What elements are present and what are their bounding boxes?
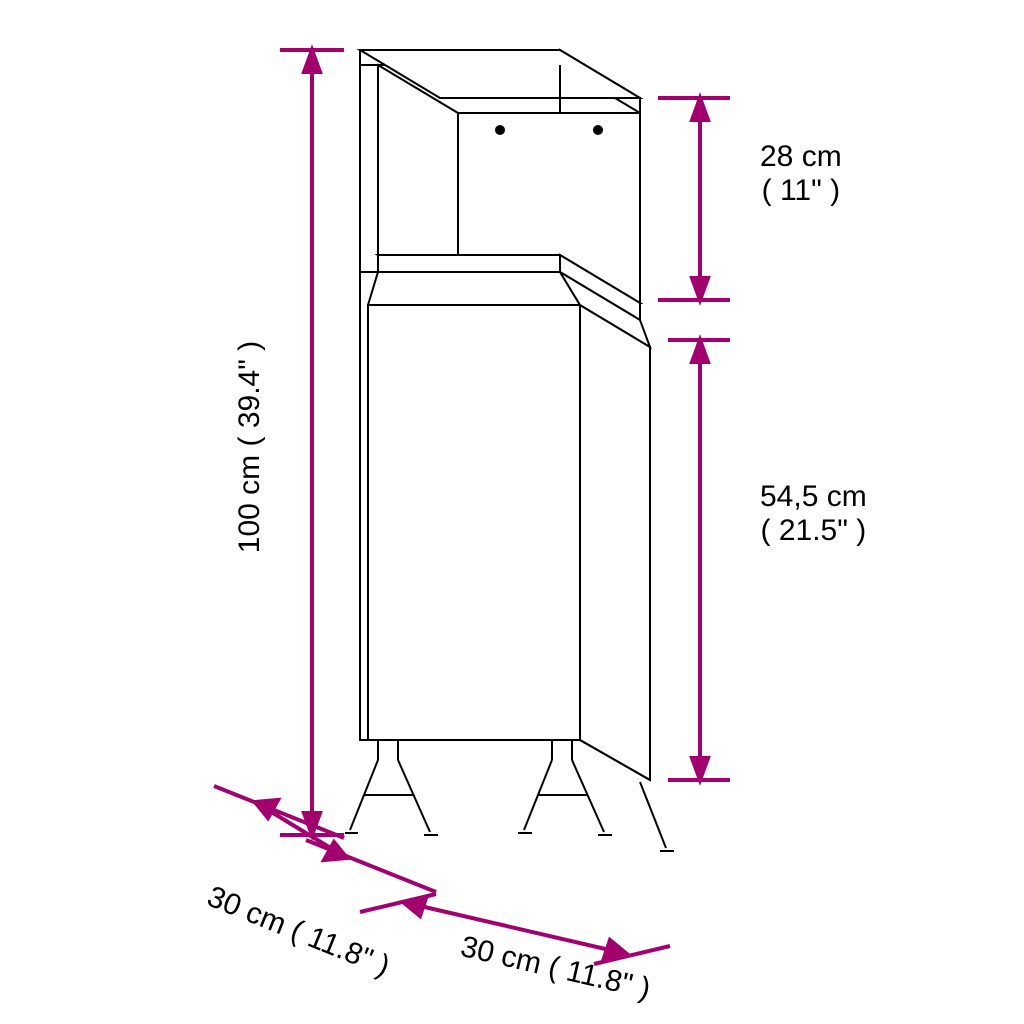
total-height-in: ( 39.4" ) bbox=[233, 341, 266, 447]
shelf-height-cm: 28 cm bbox=[760, 140, 842, 174]
shelf-height-in: ( 11" ) bbox=[760, 174, 842, 208]
cabinet-drawing bbox=[0, 0, 1024, 1024]
diagram-container: { "diagram": { "type": "product-dimensio… bbox=[0, 0, 1024, 1024]
label-shelf-height: 28 cm ( 11" ) bbox=[760, 140, 842, 208]
door-height-in: ( 21.5" ) bbox=[760, 514, 867, 548]
label-total-height: 100 cm ( 39.4" ) bbox=[233, 337, 267, 557]
total-height-cm: 100 cm bbox=[233, 455, 266, 553]
door-height-cm: 54,5 cm bbox=[760, 480, 867, 514]
label-door-height: 54,5 cm ( 21.5" ) bbox=[760, 480, 867, 548]
